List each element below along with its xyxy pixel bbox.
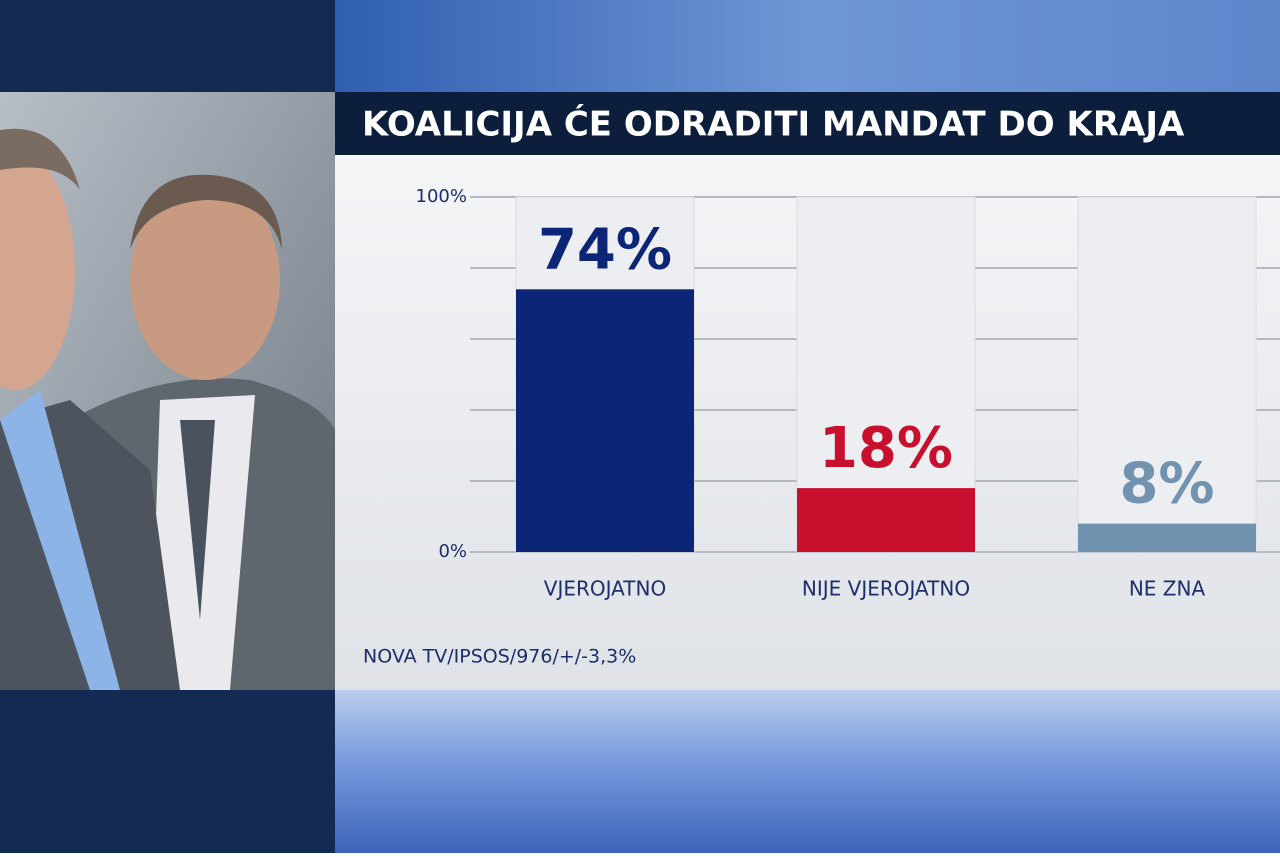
bar [516, 289, 694, 552]
value-label: 18% [819, 416, 953, 481]
bar [797, 488, 975, 552]
background-bottom [335, 690, 1280, 853]
chart-title: KOALICIJA ĆE ODRADITI MANDAT DO KRAJA [362, 104, 1185, 145]
x-tick-label: VJEROJATNO [544, 577, 666, 601]
value-label: 8% [1119, 452, 1214, 517]
photo [0, 92, 335, 690]
value-label: 74% [538, 217, 672, 282]
title-bar [335, 92, 1280, 155]
y-tick-label: 100% [416, 186, 467, 207]
y-tick-label: 0% [438, 541, 467, 562]
column-background [1077, 196, 1257, 553]
bar [1078, 523, 1256, 552]
x-tick-label: NIJE VJEROJATNO [802, 577, 970, 601]
background-top [335, 0, 1280, 92]
source: NOVA TV/IPSOS/976/+/-3,3% [363, 646, 636, 668]
x-tick-label: NE ZNA [1129, 577, 1206, 601]
